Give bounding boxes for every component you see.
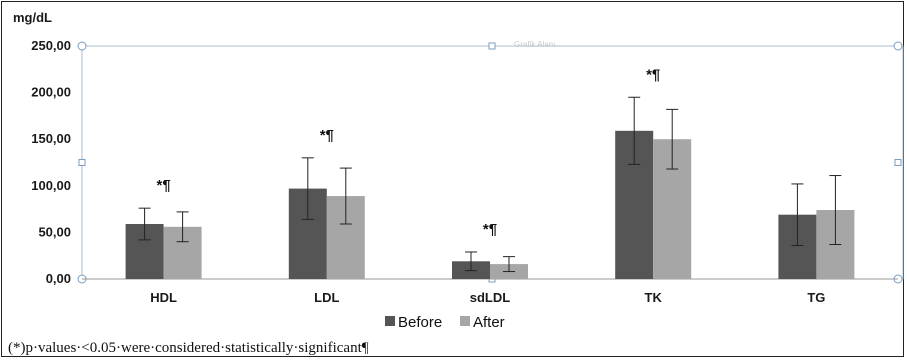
significance-mark: *¶ [320, 127, 334, 144]
resize-handle-corner[interactable] [893, 41, 903, 51]
chart-area-watermark: Grafik Alanı [514, 40, 555, 49]
x-tick-label: TG [807, 290, 825, 305]
legend-label-before: Before [398, 314, 442, 331]
resize-handle-corner[interactable] [77, 41, 87, 51]
y-tick-label: 250,00 [31, 38, 71, 53]
legend: Before After [385, 314, 505, 331]
legend-swatch-after [460, 316, 470, 326]
error-bars [138, 96, 842, 273]
resize-handle-edge[interactable] [78, 159, 86, 166]
bars [125, 130, 855, 279]
significance-marks: *¶ *¶ *¶ *¶ [157, 66, 661, 238]
legend-swatch-before [385, 316, 395, 326]
y-tick-label: 0,00 [46, 271, 71, 286]
y-tick-label: 50,00 [38, 224, 71, 239]
y-tick-label: 150,00 [31, 131, 71, 146]
y-tick-label: 200,00 [31, 85, 71, 100]
legend-label-after: After [473, 314, 505, 331]
x-tick-label: HDL [150, 290, 177, 305]
resize-handle-edge[interactable] [488, 42, 496, 50]
x-axis: HDL LDL sdLDL TK TG [150, 290, 825, 305]
significance-mark: *¶ [483, 221, 497, 238]
y-tick-label: 100,00 [31, 178, 71, 193]
x-tick-label: TK [645, 290, 663, 305]
y-unit-label: mg/dL [13, 10, 52, 25]
significance-mark: *¶ [157, 177, 171, 194]
x-tick-label: sdLDL [470, 290, 511, 305]
footnote: (*)p·values·<0.05·were·considered·statis… [8, 340, 369, 356]
resize-handle-edge[interactable] [894, 159, 902, 166]
x-tick-label: LDL [314, 290, 339, 305]
y-axis: 0,00 50,00 100,00 150,00 200,00 250,00 [31, 38, 71, 286]
significance-mark: *¶ [646, 66, 660, 83]
